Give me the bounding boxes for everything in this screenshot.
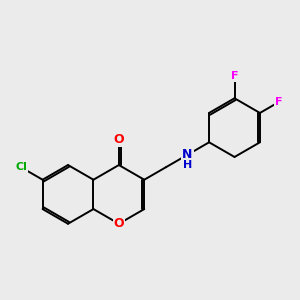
Text: F: F — [231, 71, 238, 81]
Text: O: O — [113, 133, 124, 146]
Text: F: F — [275, 97, 283, 107]
Text: Cl: Cl — [15, 162, 27, 172]
Text: H: H — [183, 160, 192, 170]
Text: N: N — [182, 148, 193, 161]
Text: O: O — [113, 217, 124, 230]
